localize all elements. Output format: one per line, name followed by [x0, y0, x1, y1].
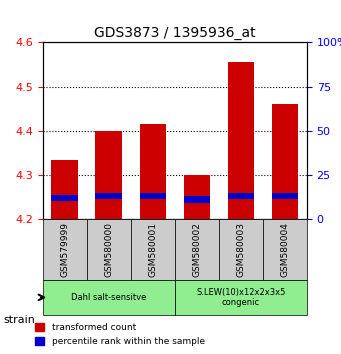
- Bar: [139, 193, 166, 200]
- Bar: [51, 160, 78, 219]
- Text: GSM580003: GSM580003: [236, 222, 245, 277]
- FancyBboxPatch shape: [175, 219, 219, 280]
- Text: Dahl salt-sensitve: Dahl salt-sensitve: [71, 293, 146, 302]
- FancyBboxPatch shape: [219, 219, 263, 280]
- FancyBboxPatch shape: [131, 219, 175, 280]
- Bar: [51, 195, 78, 201]
- Bar: [183, 196, 210, 203]
- Text: GSM580004: GSM580004: [280, 222, 290, 277]
- Legend: transformed count, percentile rank within the sample: transformed count, percentile rank withi…: [32, 320, 208, 349]
- Bar: [95, 193, 122, 200]
- Text: GSM580001: GSM580001: [148, 222, 157, 277]
- FancyBboxPatch shape: [43, 280, 175, 315]
- Bar: [228, 193, 254, 200]
- Bar: [228, 62, 254, 219]
- FancyBboxPatch shape: [263, 219, 307, 280]
- Bar: [272, 193, 298, 200]
- Bar: [139, 124, 166, 219]
- Text: S.LEW(10)x12x2x3x5
congenic: S.LEW(10)x12x2x3x5 congenic: [196, 288, 285, 307]
- Bar: [183, 175, 210, 219]
- Text: GSM580002: GSM580002: [192, 222, 201, 277]
- FancyBboxPatch shape: [175, 280, 307, 315]
- Text: GSM580000: GSM580000: [104, 222, 113, 277]
- FancyBboxPatch shape: [87, 219, 131, 280]
- Title: GDS3873 / 1395936_at: GDS3873 / 1395936_at: [94, 26, 255, 40]
- Text: GSM579999: GSM579999: [60, 222, 69, 277]
- Text: strain: strain: [3, 315, 35, 325]
- FancyBboxPatch shape: [43, 219, 87, 280]
- Bar: [272, 104, 298, 219]
- Bar: [95, 131, 122, 219]
